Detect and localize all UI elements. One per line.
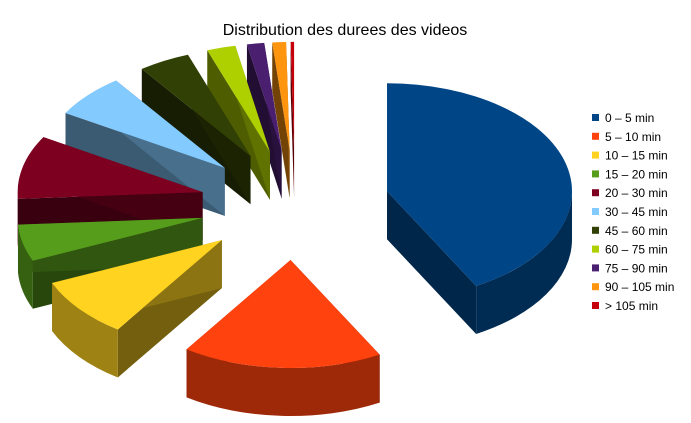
pie-slice (246, 42, 282, 199)
chart-legend: 0 – 5 min 5 – 10 min 10 – 15 min 15 – 20 mi… (592, 111, 674, 313)
legend-label: 30 – 45 min (605, 205, 668, 219)
pie-slice (290, 41, 295, 198)
legend-swatch (592, 264, 599, 272)
pie-slice (207, 45, 270, 200)
legend-label: 15 – 20 min (605, 167, 668, 181)
chart-title: Distribution des durees des videos (223, 22, 468, 39)
legend-swatch (592, 245, 599, 253)
legend-label: 60 – 75 min (605, 243, 668, 257)
legend-swatch (592, 189, 599, 197)
pie-slice (186, 260, 380, 417)
legend-swatch (592, 208, 599, 215)
legend-label: 20 – 30 min (605, 186, 668, 200)
legend-label: 90 – 105 min (605, 280, 674, 294)
legend-label: > 105 min (605, 299, 658, 313)
legend-swatch (592, 302, 599, 309)
legend-label: 0 – 5 min (605, 111, 654, 125)
pie-slice (387, 83, 573, 334)
legend-swatch (592, 170, 599, 178)
pie-slice (52, 240, 222, 378)
legend-label: 45 – 60 min (605, 224, 668, 238)
legend-label: 5 – 10 min (605, 130, 661, 144)
legend-swatch (592, 226, 599, 234)
legend-swatch (592, 132, 599, 140)
legend-swatch (592, 283, 599, 291)
legend-swatch (592, 151, 599, 159)
pie-slices (17, 41, 573, 417)
legend-label: 10 – 15 min (605, 149, 668, 163)
legend-swatch (592, 114, 599, 121)
pie-slice (272, 42, 290, 198)
legend-label: 75 – 90 min (605, 261, 668, 275)
